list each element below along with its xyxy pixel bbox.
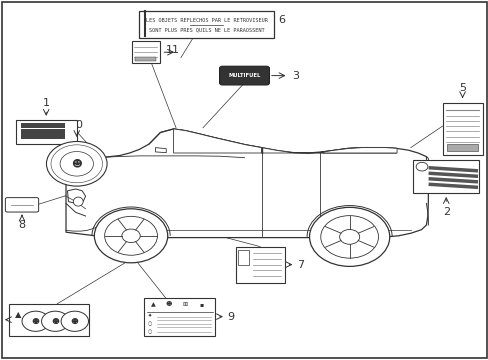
Text: ○: ○ (148, 329, 152, 334)
Polygon shape (426, 157, 427, 167)
Text: ☻: ☻ (71, 159, 82, 169)
Text: 8: 8 (19, 220, 25, 230)
FancyBboxPatch shape (235, 247, 284, 283)
Circle shape (94, 209, 167, 263)
Text: SONT PLUS PRES QUILS NE LE PARAOSSENT: SONT PLUS PRES QUILS NE LE PARAOSSENT (148, 27, 264, 32)
Ellipse shape (73, 197, 83, 206)
Circle shape (60, 152, 93, 176)
FancyBboxPatch shape (135, 57, 156, 61)
Circle shape (22, 311, 49, 331)
FancyBboxPatch shape (238, 250, 248, 265)
FancyBboxPatch shape (447, 144, 477, 151)
Text: 3: 3 (291, 71, 298, 81)
FancyBboxPatch shape (20, 134, 64, 139)
Text: 9: 9 (227, 312, 234, 321)
Circle shape (309, 207, 389, 266)
FancyBboxPatch shape (219, 66, 269, 85)
FancyBboxPatch shape (5, 198, 39, 212)
FancyBboxPatch shape (412, 160, 478, 193)
Text: 1: 1 (42, 98, 50, 108)
Text: ○: ○ (148, 322, 152, 327)
FancyBboxPatch shape (16, 120, 77, 144)
Text: ▪: ▪ (199, 302, 203, 307)
Text: MULTIFUEL: MULTIFUEL (228, 73, 260, 78)
Text: 5: 5 (458, 82, 465, 93)
FancyBboxPatch shape (131, 41, 160, 63)
Polygon shape (66, 129, 427, 238)
FancyBboxPatch shape (144, 298, 215, 336)
Circle shape (320, 216, 378, 258)
Circle shape (122, 229, 140, 243)
Text: 6: 6 (278, 15, 285, 25)
Circle shape (339, 230, 359, 244)
Text: 2: 2 (442, 207, 449, 217)
FancyBboxPatch shape (9, 304, 89, 336)
Text: ✦: ✦ (148, 314, 152, 319)
FancyBboxPatch shape (20, 129, 64, 134)
Circle shape (46, 141, 107, 186)
Circle shape (41, 311, 69, 331)
Polygon shape (173, 129, 261, 153)
Circle shape (61, 311, 88, 331)
Text: ☻: ☻ (51, 317, 59, 326)
Text: LES OBJETS REFLECHOS PAR LE RETROVISEUR: LES OBJETS REFLECHOS PAR LE RETROVISEUR (145, 18, 267, 23)
Text: 7: 7 (296, 260, 304, 270)
Polygon shape (261, 148, 320, 153)
Text: ☻: ☻ (71, 317, 79, 326)
Circle shape (51, 145, 102, 183)
Circle shape (415, 162, 427, 171)
Text: 11: 11 (165, 45, 180, 55)
FancyBboxPatch shape (442, 103, 482, 155)
Polygon shape (155, 148, 166, 153)
Text: ▲: ▲ (150, 302, 155, 307)
FancyBboxPatch shape (20, 123, 64, 128)
Polygon shape (320, 148, 396, 153)
Text: ☻: ☻ (165, 302, 172, 307)
FancyBboxPatch shape (139, 11, 273, 38)
Text: 10: 10 (70, 120, 83, 130)
Text: ▲: ▲ (15, 310, 21, 319)
Text: ⊞: ⊞ (183, 302, 187, 307)
Text: ☻: ☻ (32, 317, 40, 326)
Circle shape (104, 216, 157, 255)
Polygon shape (67, 189, 85, 203)
